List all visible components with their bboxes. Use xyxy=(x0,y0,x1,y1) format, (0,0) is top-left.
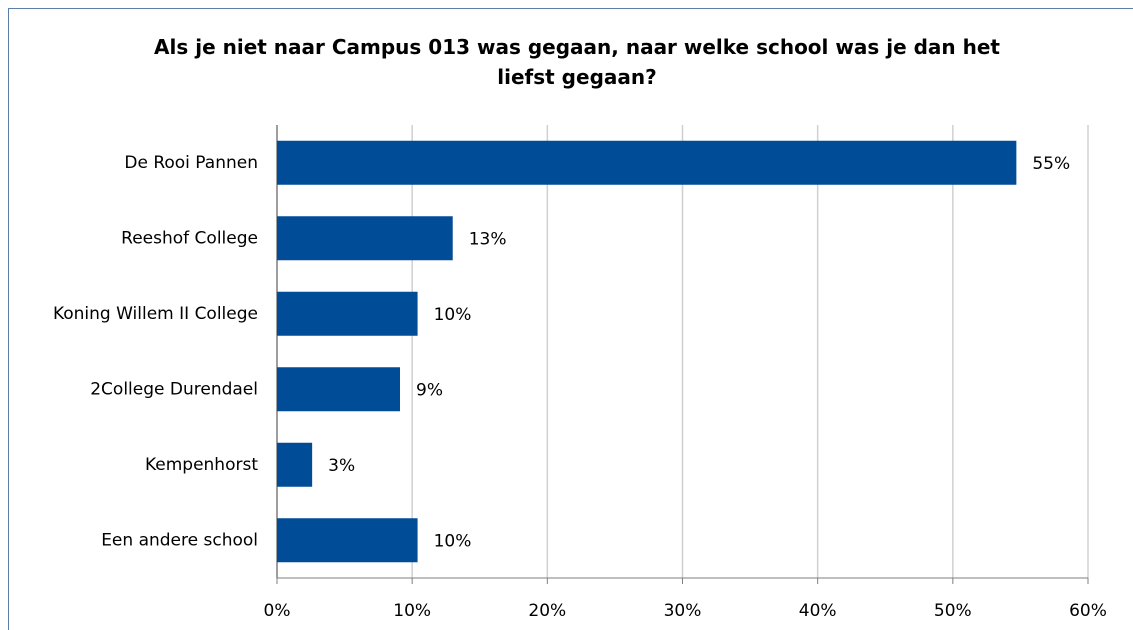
y-tick-label: Een andere school xyxy=(101,530,258,550)
y-tick-label: Koning Willem II College xyxy=(53,304,258,324)
bar xyxy=(277,367,401,412)
bar xyxy=(277,140,1017,185)
x-tick-label: 50% xyxy=(934,601,972,621)
x-tick-label: 60% xyxy=(1069,601,1107,621)
x-tick-label: 0% xyxy=(264,601,291,621)
x-tick-label: 30% xyxy=(664,601,702,621)
chart-title: Als je niet naar Campus 013 was gegaan, … xyxy=(154,35,1000,89)
bar xyxy=(277,216,453,261)
data-label: 13% xyxy=(469,229,507,249)
chart-frame xyxy=(8,8,1133,630)
y-tick-label: Kempenhorst xyxy=(145,455,258,475)
bar xyxy=(277,442,313,487)
data-label: 55% xyxy=(1032,154,1070,174)
y-tick-label: Reeshof College xyxy=(121,228,258,248)
y-tick-label: De Rooi Pannen xyxy=(124,153,258,173)
data-label: 10% xyxy=(434,531,472,551)
data-label: 9% xyxy=(416,380,443,400)
y-tick-label: 2College Durendael xyxy=(90,379,258,399)
bar xyxy=(277,518,418,563)
bar xyxy=(277,291,418,336)
data-label: 10% xyxy=(434,305,472,325)
x-tick-label: 20% xyxy=(528,601,566,621)
x-tick-label: 10% xyxy=(393,601,431,621)
data-label: 3% xyxy=(328,456,355,476)
x-tick-label: 40% xyxy=(799,601,837,621)
